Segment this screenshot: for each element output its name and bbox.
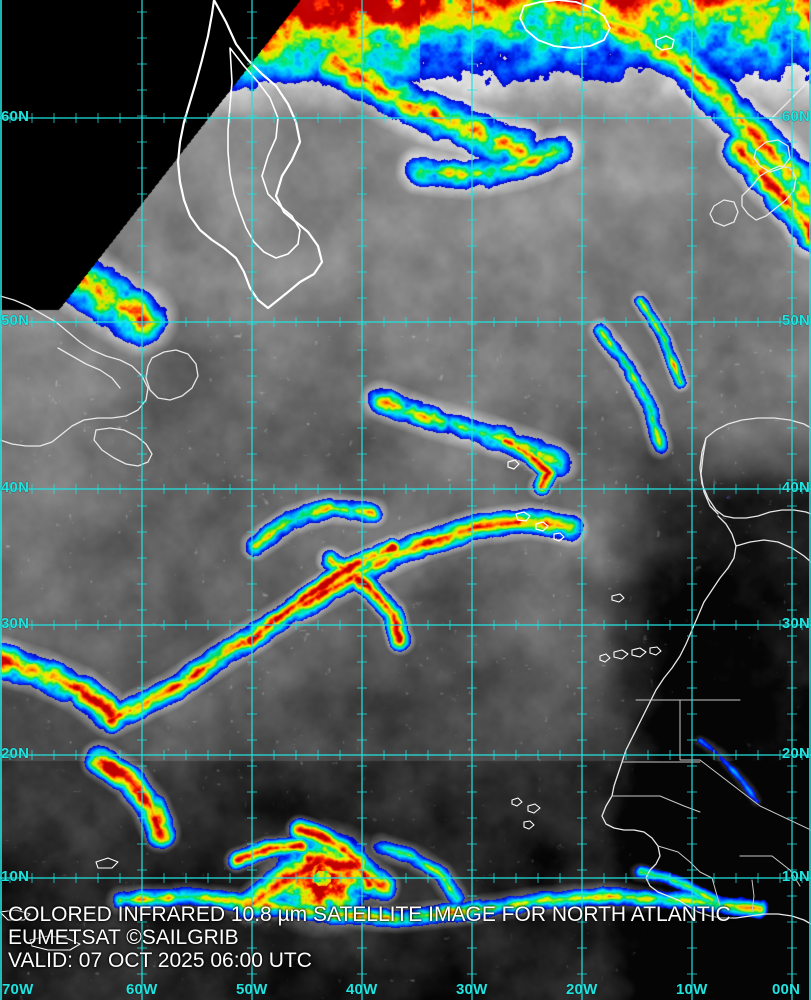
- lon-label-60w: 60W: [126, 981, 158, 998]
- caption-valid-line: VALID: 07 OCT 2025 06:00 UTC: [8, 949, 312, 972]
- lon-label-30w: 30W: [456, 981, 488, 998]
- lat-label-60n-right: 60N: [781, 108, 810, 125]
- image-caption-block: COLORED INFRARED 10.8 µm SATELLITE IMAGE…: [8, 903, 731, 972]
- lon-label-10w: 10W: [676, 981, 708, 998]
- lon-label-50w: 50W: [236, 981, 268, 998]
- lon-label-00w: 00N: [772, 981, 801, 998]
- lat-label-60n-left: 60N: [1, 108, 30, 125]
- lat-label-40n-right: 40N: [781, 479, 810, 496]
- lon-label-70w: 70W: [2, 981, 34, 998]
- lat-label-20n-left: 20N: [1, 745, 30, 762]
- lat-label-10n-left: 10N: [1, 868, 30, 885]
- lat-label-30n-left: 30N: [1, 615, 30, 632]
- lat-label-10n-right: 10N: [781, 868, 810, 885]
- caption-title-line: COLORED INFRARED 10.8 µm SATELLITE IMAGE…: [8, 903, 731, 926]
- lat-label-30n-right: 30N: [781, 615, 810, 632]
- caption-source-line: EUMETSAT ©SAILGRIB: [8, 926, 239, 949]
- lat-label-20n-right: 20N: [781, 745, 810, 762]
- lon-label-40w: 40W: [346, 981, 378, 998]
- lat-label-50n-right: 50N: [781, 312, 810, 329]
- lat-label-50n-left: 50N: [1, 312, 30, 329]
- lat-label-40n-left: 40N: [1, 479, 30, 496]
- lon-label-20w: 20W: [566, 981, 598, 998]
